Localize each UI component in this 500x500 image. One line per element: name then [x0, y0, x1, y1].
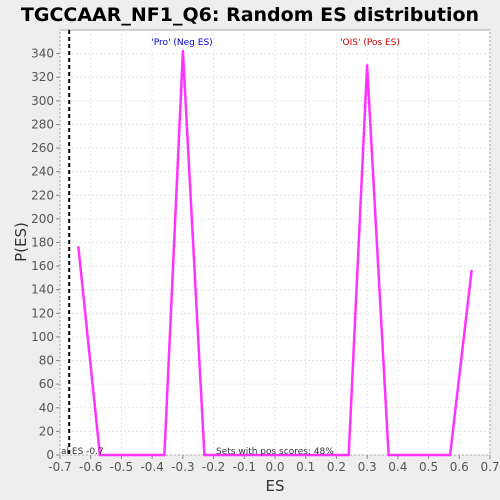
x-axis-label: ES — [266, 477, 285, 495]
y-axis-label: P(ES) — [12, 222, 30, 262]
series-point-0-5 — [347, 453, 350, 457]
series-point-0-0 — [77, 246, 80, 249]
series-point-0-7 — [387, 453, 390, 457]
x-tick-label-6: -0.1 — [233, 460, 256, 474]
chart-title: TGCCAAR_NF1_Q6: Random ES distribution — [21, 4, 479, 26]
y-tick-label-4: 80 — [39, 354, 54, 368]
x-tick-label-2: -0.5 — [110, 460, 133, 474]
x-tick-label-3: -0.4 — [140, 460, 163, 474]
series-point-0-6 — [365, 64, 369, 67]
x-tick-label-13: 0.6 — [450, 460, 469, 474]
y-tick-label-2: 40 — [39, 401, 54, 415]
x-tick-label-14: 0.7 — [480, 460, 499, 474]
y-tick-label-11: 220 — [31, 188, 54, 202]
y-tick-label-8: 160 — [31, 259, 54, 273]
x-tick-label-5: -0.2 — [202, 460, 225, 474]
y-tick-label-15: 300 — [31, 94, 54, 108]
y-tick-label-10: 200 — [31, 212, 54, 226]
x-tick-label-10: 0.3 — [358, 460, 377, 474]
x-tick-label-8: 0.1 — [296, 460, 315, 474]
series-point-0-8 — [448, 453, 452, 457]
x-tick-label-9: 0.2 — [327, 460, 346, 474]
series-point-0-2 — [163, 453, 166, 457]
neg-es-annotation: 'Pro' (Neg ES) — [151, 38, 212, 48]
y-tick-label-17: 340 — [31, 47, 54, 61]
x-tick-label-11: 0.4 — [388, 460, 407, 474]
tick-layer: -0.7 -0.6 -0.5 -0.4 -0.3 -0.2 -0.1 0.0 0.1 0.2 0.3… — [31, 47, 499, 474]
y-tick-label-13: 260 — [31, 141, 54, 155]
y-tick-label-14: 280 — [31, 117, 54, 131]
x-tick-label-7: 0.0 — [265, 460, 284, 474]
x-tick-label-12: 0.5 — [419, 460, 438, 474]
y-tick-label-9: 180 — [31, 236, 54, 250]
x-tick-label-0: -0.7 — [48, 460, 71, 474]
y-tick-label-12: 240 — [31, 165, 54, 179]
y-tick-label-6: 120 — [31, 306, 54, 320]
y-tick-label-0: 0 — [46, 448, 54, 462]
series-layer — [77, 50, 473, 457]
pos-scores-footnote: Sets with pos scores: 48% — [216, 447, 334, 457]
series-line-0 — [77, 50, 473, 457]
reference-line-label: al ES -0.7 — [61, 447, 104, 457]
y-tick-label-3: 60 — [39, 377, 54, 391]
y-tick-label-1: 20 — [39, 424, 54, 438]
series-point-0-9 — [470, 269, 473, 273]
pos-es-annotation: 'OIS' (Pos ES) — [340, 38, 400, 48]
y-tick-label-16: 320 — [31, 70, 54, 84]
y-tick-label-7: 140 — [31, 283, 54, 297]
y-tick-label-5: 100 — [31, 330, 54, 344]
series-point-0-3 — [181, 50, 185, 53]
x-tick-label-4: -0.3 — [171, 460, 194, 474]
x-tick-label-1: -0.6 — [79, 460, 102, 474]
series-point-0-1 — [98, 453, 102, 457]
series-point-0-4 — [203, 453, 206, 457]
